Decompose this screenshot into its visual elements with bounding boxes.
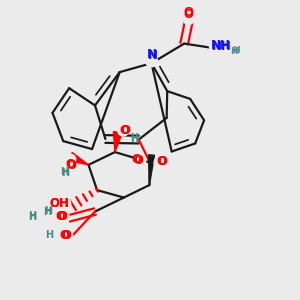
Text: O: O <box>157 155 166 168</box>
Text: H: H <box>28 212 37 222</box>
Text: H: H <box>232 46 239 55</box>
Text: NH: NH <box>211 40 231 52</box>
Text: H: H <box>130 133 139 143</box>
Text: O: O <box>66 159 76 172</box>
Circle shape <box>209 39 224 54</box>
Polygon shape <box>68 152 88 165</box>
Text: O: O <box>59 230 69 242</box>
Text: O: O <box>134 154 143 166</box>
Text: OH: OH <box>50 197 70 210</box>
Text: O: O <box>132 153 142 166</box>
Text: OH: OH <box>49 197 69 210</box>
Text: H: H <box>44 206 52 216</box>
Text: H: H <box>130 134 139 144</box>
Text: O: O <box>184 6 194 19</box>
Text: H: H <box>60 167 68 177</box>
Text: O: O <box>119 124 129 137</box>
Circle shape <box>62 230 73 241</box>
Text: O: O <box>120 124 130 137</box>
Text: H: H <box>230 46 238 56</box>
Circle shape <box>146 55 158 67</box>
Text: O: O <box>184 8 194 21</box>
Text: O: O <box>158 155 168 168</box>
Text: O: O <box>58 210 68 224</box>
Text: O: O <box>65 158 75 171</box>
Text: O: O <box>61 230 71 242</box>
Circle shape <box>65 154 76 165</box>
Circle shape <box>58 212 69 222</box>
Text: H: H <box>61 168 69 178</box>
Polygon shape <box>113 131 122 152</box>
Text: H: H <box>43 206 51 217</box>
Text: N: N <box>147 48 157 61</box>
Text: O: O <box>56 210 66 223</box>
Text: H: H <box>45 230 53 240</box>
Circle shape <box>183 14 194 25</box>
Text: N: N <box>147 49 158 62</box>
Text: NH: NH <box>212 40 232 53</box>
Circle shape <box>154 157 165 168</box>
Polygon shape <box>148 155 154 185</box>
Text: H: H <box>28 211 37 221</box>
Circle shape <box>135 155 146 166</box>
Circle shape <box>118 125 129 136</box>
Circle shape <box>56 196 70 211</box>
